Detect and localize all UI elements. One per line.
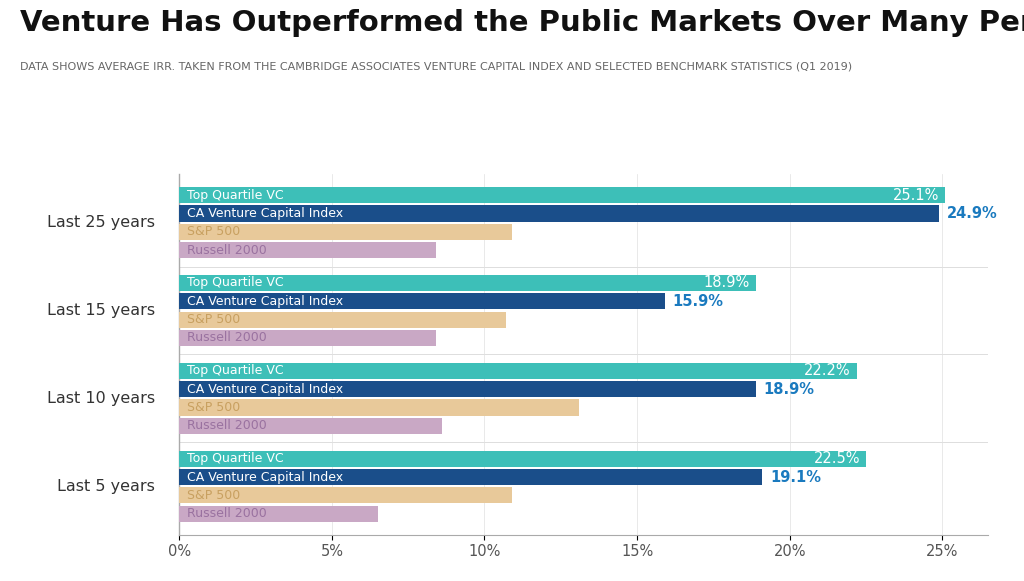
Text: Russell 2000: Russell 2000 (186, 419, 266, 432)
Text: S&P 500: S&P 500 (186, 313, 240, 326)
Text: CA Venture Capital Index: CA Venture Capital Index (186, 295, 343, 308)
Text: Last 10 years: Last 10 years (47, 391, 155, 406)
Bar (179, 205, 939, 221)
Text: S&P 500: S&P 500 (186, 489, 240, 502)
Bar (179, 224, 512, 240)
Text: S&P 500: S&P 500 (186, 225, 240, 238)
Text: Top Quartile VC: Top Quartile VC (186, 189, 284, 202)
Bar (179, 293, 665, 309)
Bar (179, 487, 512, 504)
Bar (179, 469, 762, 485)
Text: S&P 500: S&P 500 (186, 401, 240, 414)
Text: 18.9%: 18.9% (703, 275, 750, 290)
Text: CA Venture Capital Index: CA Venture Capital Index (186, 207, 343, 220)
Bar (179, 381, 756, 397)
Text: CA Venture Capital Index: CA Venture Capital Index (186, 471, 343, 483)
Bar (179, 311, 506, 328)
Bar (179, 242, 435, 258)
Text: Top Quartile VC: Top Quartile VC (186, 452, 284, 465)
Text: 15.9%: 15.9% (672, 294, 723, 309)
Text: Russell 2000: Russell 2000 (186, 507, 266, 520)
Text: Last 15 years: Last 15 years (47, 303, 155, 318)
Bar (179, 275, 756, 291)
Bar (179, 418, 441, 434)
Text: Russell 2000: Russell 2000 (186, 243, 266, 257)
Text: 18.9%: 18.9% (764, 382, 815, 397)
Text: Last 5 years: Last 5 years (57, 479, 155, 494)
Bar (179, 187, 945, 203)
Text: 25.1%: 25.1% (893, 188, 939, 203)
Bar (179, 505, 378, 522)
Text: Venture Has Outperformed the Public Markets Over Many Periods: Venture Has Outperformed the Public Mark… (20, 9, 1024, 37)
Text: 22.2%: 22.2% (804, 363, 851, 378)
Bar (179, 451, 866, 467)
Bar (179, 330, 435, 346)
Bar (179, 400, 580, 415)
Text: CA Venture Capital Index: CA Venture Capital Index (186, 383, 343, 396)
Text: DATA SHOWS AVERAGE IRR. TAKEN FROM THE CAMBRIDGE ASSOCIATES VENTURE CAPITAL INDE: DATA SHOWS AVERAGE IRR. TAKEN FROM THE C… (20, 61, 853, 71)
Text: Top Quartile VC: Top Quartile VC (186, 364, 284, 377)
Text: 24.9%: 24.9% (947, 206, 997, 221)
Text: Top Quartile VC: Top Quartile VC (186, 277, 284, 289)
Text: Last 25 years: Last 25 years (47, 215, 155, 230)
Text: Russell 2000: Russell 2000 (186, 332, 266, 345)
Text: 22.5%: 22.5% (813, 451, 860, 466)
Bar (179, 363, 857, 379)
Text: 19.1%: 19.1% (770, 469, 821, 485)
